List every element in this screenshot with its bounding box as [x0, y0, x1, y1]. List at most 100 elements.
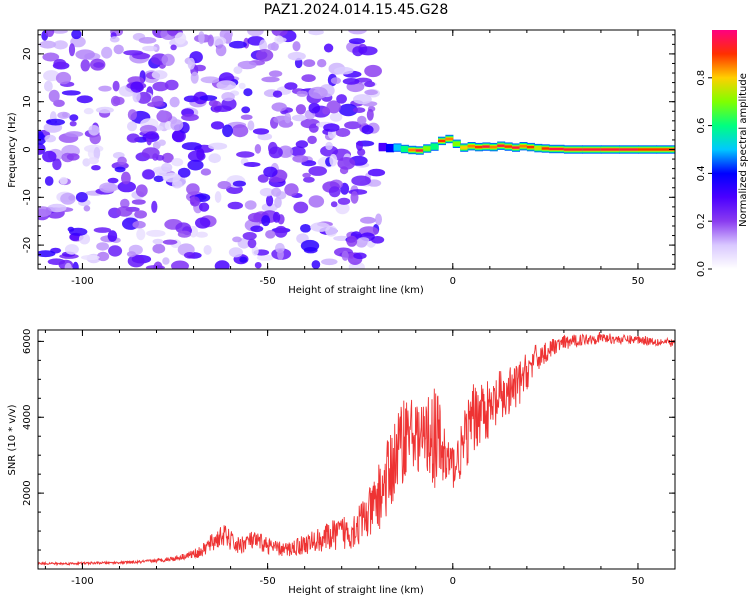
heatmap-noise-blob [116, 206, 133, 217]
heatmap-noise-blob [329, 153, 338, 167]
heatmap-noise-blob [170, 119, 184, 131]
heatmap-noise-blob [142, 169, 155, 180]
heatmap-noise-blob [338, 103, 358, 117]
heatmap-noise-blob [257, 133, 273, 141]
heatmap-noise-blob [80, 254, 100, 261]
heatmap-track-segment [519, 145, 528, 148]
heatmap-noise-blob [215, 44, 227, 57]
heatmap-noise-blob [181, 142, 202, 151]
heatmap-noise-blob [64, 244, 79, 255]
heatmap-track-segment [619, 148, 639, 151]
heatmap-noise-blob [151, 95, 164, 107]
heatmap-noise-blob [210, 121, 225, 130]
heatmap-noise-blob [88, 125, 100, 136]
heatmap-track-segment [489, 145, 498, 149]
heatmap-noise-blob [93, 146, 101, 160]
heatmap-noise-blob [214, 260, 230, 269]
heatmap-noise-blob [181, 113, 199, 121]
heatmap-track-segment [393, 146, 402, 149]
heatmap-noise-blob [241, 106, 251, 114]
heatmap-noise-blob [60, 192, 76, 205]
heatmap-noise-blob [145, 131, 159, 140]
heatmap-noise-blob [360, 216, 376, 224]
heatmap-noise-blob [320, 145, 339, 157]
heatmap-noise-blob [177, 230, 191, 238]
heatmap-noise-blob [334, 66, 354, 75]
heatmap-track-segment [497, 144, 506, 147]
y-tick-label: -10 [22, 189, 33, 205]
heatmap-noise-blob [344, 121, 362, 130]
heatmap-noise-blob [177, 167, 191, 178]
heatmap-noise-blob [247, 212, 264, 223]
heatmap-noise-blob [228, 247, 243, 258]
heatmap-noise-blob [348, 30, 367, 35]
heatmap-noise-blob [171, 158, 184, 167]
heatmap-y-axis-label: Frequency (Hz) [7, 112, 18, 188]
heatmap-noise-blob [164, 121, 172, 130]
heatmap-noise-blob [261, 203, 278, 212]
heatmap-noise-blob [135, 184, 148, 197]
heatmap-noise-blob [357, 115, 367, 125]
heatmap-noise-blob [48, 89, 60, 103]
colorbar: 0.0 0.2 0.4 0.6 0.8 Normalized spectral ampl… [696, 30, 749, 277]
heatmap-noise-blob [87, 157, 99, 165]
heatmap-noise-blob [107, 230, 118, 242]
heatmap-noise-blob [267, 43, 276, 51]
heatmap-track-segment [408, 148, 417, 152]
heatmap-noise-blob [284, 183, 299, 197]
heatmap-noise-blob [240, 114, 253, 120]
y-tick-label: 0 [22, 146, 33, 152]
snr-series-line [38, 332, 675, 567]
heatmap-y-axis: -20 -10 0 10 20 [22, 34, 675, 265]
heatmap-noise-blob [361, 125, 374, 135]
heatmap-noise-blob [208, 142, 228, 150]
heatmap-noise-blob [131, 199, 146, 205]
heatmap-noise-blob [152, 81, 169, 92]
heatmap-noise-blob [126, 133, 140, 143]
heatmap-noise-blob [263, 166, 278, 178]
heatmap-track-segment [582, 148, 602, 151]
heatmap-noise-blob [47, 203, 67, 213]
heatmap-noise-blob [268, 70, 283, 77]
heatmap-noise-blob [271, 187, 282, 197]
heatmap-noise-blob [284, 82, 298, 90]
x-tick-label: -50 [259, 576, 275, 587]
heatmap-noise-blob [244, 200, 257, 210]
snr-y-axis-label: SNR (10 * v/v) [7, 404, 18, 475]
snr-x-axis-label: Height of straight line (km) [288, 585, 424, 596]
heatmap-noise-blob [200, 76, 220, 84]
heatmap-noise-blob [329, 112, 343, 122]
heatmap-noise-blob [237, 60, 257, 70]
heatmap-noise-blob [308, 102, 321, 114]
y-tick-label: -20 [22, 237, 33, 253]
heatmap-track-segment [541, 147, 550, 150]
heatmap-noise-blob [69, 227, 88, 236]
heatmap-noise-blob [38, 133, 47, 145]
snr-panel: -100 -50 0 50 2000 4000 6000 Height of straig… [7, 329, 676, 596]
heatmap-noise-blob [364, 89, 378, 96]
heatmap-noise-blob [113, 44, 124, 55]
heatmap-noise-blob [170, 44, 177, 51]
heatmap-noise-blob [132, 90, 141, 103]
heatmap-noise-blob [153, 175, 164, 183]
heatmap-noise-blob [367, 168, 386, 177]
heatmap-noise-blob [117, 156, 127, 165]
heatmap-noise-blob [136, 228, 146, 241]
heatmap-noise-blob [132, 220, 146, 229]
heatmap-noise-blob [271, 102, 287, 112]
heatmap-track-segment [423, 147, 432, 150]
heatmap-noise-blob [330, 201, 338, 208]
heatmap-noise-blob [272, 90, 283, 98]
heatmap-noise-blob [251, 246, 259, 256]
heatmap-noise-blob [59, 176, 68, 185]
heatmap-noise-blob [200, 168, 212, 176]
x-tick-label: 0 [450, 276, 456, 287]
heatmap-noise-blob [243, 88, 253, 97]
heatmap-noise-blob [109, 36, 120, 43]
heatmap-noise-blob [99, 182, 117, 193]
heatmap-noise-blob [83, 107, 94, 115]
heatmap-noise-blob [261, 76, 280, 83]
heatmap-noise-blob [96, 242, 109, 251]
heatmap-noise-blob [76, 95, 93, 104]
heatmap-noise-blob [293, 201, 309, 214]
